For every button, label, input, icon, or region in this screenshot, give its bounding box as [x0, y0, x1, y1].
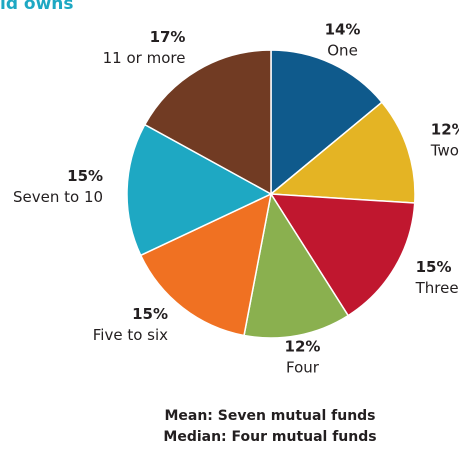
slice-label: Seven to 10: [13, 188, 103, 206]
pie-slice: [139, 192, 273, 337]
slice-value-label: 15%: [132, 305, 168, 323]
pie-slice: [143, 49, 272, 196]
pie-slice: [269, 193, 416, 317]
slice-value-label: 12%: [431, 121, 459, 139]
slice-label: Four: [286, 359, 320, 377]
slice-value-label: 17%: [150, 28, 186, 46]
slice-label: 11 or more: [103, 49, 186, 67]
slice-value-label: 15%: [416, 258, 452, 276]
slice-label: One: [327, 41, 358, 59]
slice-value-label: 12%: [285, 338, 321, 356]
slice-label: Two: [430, 142, 459, 160]
slice-value-label: 15%: [67, 167, 103, 185]
pie-slice: [126, 123, 273, 257]
slice-label: Five to six: [93, 326, 168, 344]
pie-slice: [270, 49, 384, 196]
slice-value-label: 14%: [325, 20, 361, 38]
pie-slice: [243, 191, 350, 339]
note: Median: Four mutual funds: [163, 429, 376, 445]
pie-slice: [269, 101, 416, 204]
slice-label: Three: [415, 279, 459, 297]
chart-title: ld owns: [0, 0, 74, 14]
note: Mean: Seven mutual funds: [164, 408, 375, 424]
